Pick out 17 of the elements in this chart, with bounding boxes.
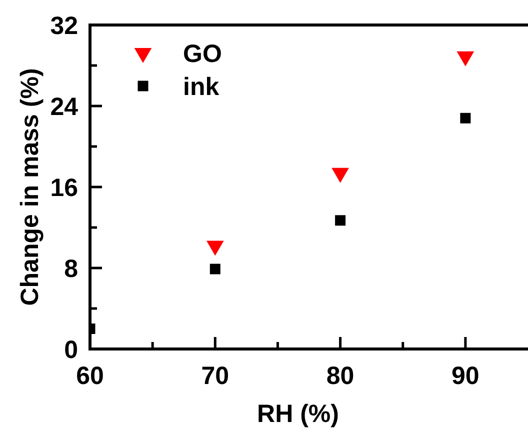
legend-label: ink [183,72,220,101]
x-tick-label: 70 [201,362,230,390]
point [210,264,220,274]
point [335,215,346,226]
y-tick-label: 0 [64,336,78,364]
x-tick-label: 60 [76,362,104,390]
y-tick-label: 32 [50,12,78,40]
y-tick-label: 8 [64,254,78,283]
x-tick-label: 80 [326,362,354,390]
y-axis-title: Change in mass (%) [16,68,44,306]
x-tick-label: 90 [452,362,480,390]
x-axis-title: RH (%) [257,400,339,428]
legend-label: GO [183,40,222,68]
point [332,168,349,183]
y-tick-label: 16 [50,174,78,202]
point [456,51,474,66]
y-tick-label: 24 [50,92,78,121]
